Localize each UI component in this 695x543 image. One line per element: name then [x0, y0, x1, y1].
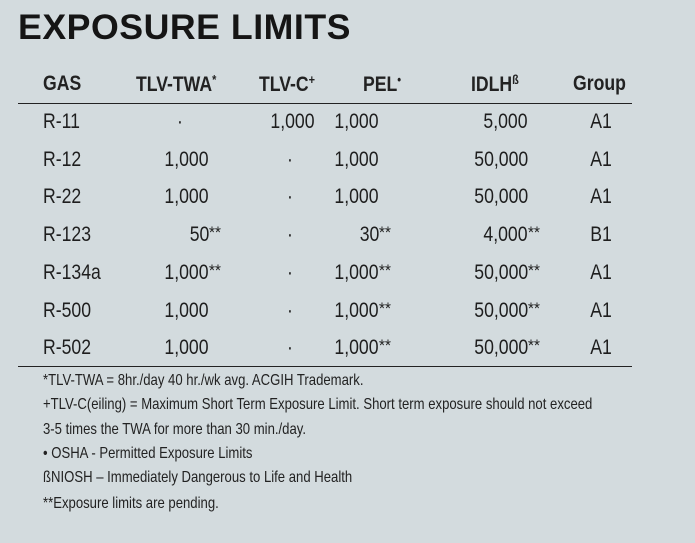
pel-cell: 1,000: [334, 336, 379, 360]
pending-mark: **: [379, 223, 391, 243]
tlv-twa-cell: ·: [177, 110, 183, 133]
pel-cell: 1,000: [334, 298, 379, 322]
footnote: +TLV-C(eiling) = Maximum Short Term Expo…: [43, 396, 593, 413]
tlv-twa-cell: 1,000: [164, 298, 209, 322]
pending-mark: **: [379, 298, 391, 318]
footnote: 3-5 times the TWA for more than 30 min./…: [43, 421, 307, 438]
gas-cell: R-22: [43, 185, 82, 209]
gas-cell: R-123: [43, 223, 92, 247]
footnote: **Exposure limits are pending.: [43, 495, 219, 512]
gas-cell: R-502: [43, 336, 92, 360]
tlv-c-cell: 1,000: [270, 110, 315, 133]
tlv-c-cell: ·: [287, 185, 293, 209]
idlh-cell: 50,000: [474, 336, 528, 360]
group-cell: A1: [590, 147, 612, 171]
header-pel: PEL•: [363, 72, 402, 96]
footnote: *TLV-TWA = 8hr./day 40 hr./wk avg. ACGIH…: [43, 372, 364, 389]
tlv-twa-cell: 1,000: [164, 260, 209, 284]
pel-cell: 1,000: [334, 147, 379, 171]
idlh-cell: 5,000: [483, 110, 528, 133]
tlv-c-cell: ·: [287, 298, 293, 322]
tlv-twa-cell: 1,000: [164, 185, 209, 209]
pending-mark: **: [528, 223, 540, 243]
group-cell: A1: [590, 185, 612, 209]
group-cell: A1: [590, 110, 612, 133]
idlh-cell: 50,000: [474, 147, 528, 171]
tlv-c-cell: ·: [287, 260, 293, 284]
tlv-c-cell: ·: [287, 147, 293, 171]
header-gas: GAS: [43, 72, 82, 95]
gas-cell: R-500: [43, 298, 92, 322]
footnote: ßNIOSH – Immediately Dangerous to Life a…: [43, 469, 353, 486]
group-cell: A1: [590, 336, 612, 360]
footnote: • OSHA - Permitted Exposure Limits: [43, 445, 253, 462]
header-divider: [18, 103, 632, 104]
pending-mark: **: [379, 336, 391, 356]
tlv-twa-cell: 1,000: [164, 147, 209, 171]
table-bottom-divider: [18, 366, 632, 367]
pel-cell: 1,000: [334, 185, 379, 209]
group-cell: B1: [590, 223, 612, 247]
pending-mark: **: [209, 260, 221, 280]
idlh-cell: 4,000: [483, 223, 528, 247]
tlv-twa-cell: 50: [189, 223, 209, 247]
gas-cell: R-12: [43, 147, 82, 171]
pending-mark: **: [528, 260, 540, 280]
pending-mark: **: [209, 223, 221, 243]
idlh-cell: 50,000: [474, 260, 528, 284]
header-idlh: IDLHß: [471, 72, 519, 96]
pending-mark: **: [379, 260, 391, 280]
header-group: Group: [573, 72, 626, 95]
idlh-cell: 50,000: [474, 185, 528, 209]
header-tlv-c: TLV-C+: [259, 72, 316, 96]
tlv-c-cell: ·: [287, 336, 293, 360]
gas-cell: R-11: [43, 110, 80, 133]
pel-cell: 1,000: [334, 110, 379, 133]
header-tlv-twa: TLV-TWA*: [136, 72, 217, 96]
pending-mark: **: [528, 336, 540, 356]
gas-cell: R-134a: [43, 260, 101, 284]
page-title: EXPOSURE LIMITS: [18, 8, 351, 47]
pending-mark: **: [528, 298, 540, 318]
group-cell: A1: [590, 298, 612, 322]
pel-cell: 1,000: [334, 260, 379, 284]
tlv-twa-cell: 1,000: [164, 336, 209, 360]
group-cell: A1: [590, 260, 612, 284]
pel-cell: 30: [359, 223, 379, 247]
idlh-cell: 50,000: [474, 298, 528, 322]
tlv-c-cell: ·: [287, 223, 293, 247]
